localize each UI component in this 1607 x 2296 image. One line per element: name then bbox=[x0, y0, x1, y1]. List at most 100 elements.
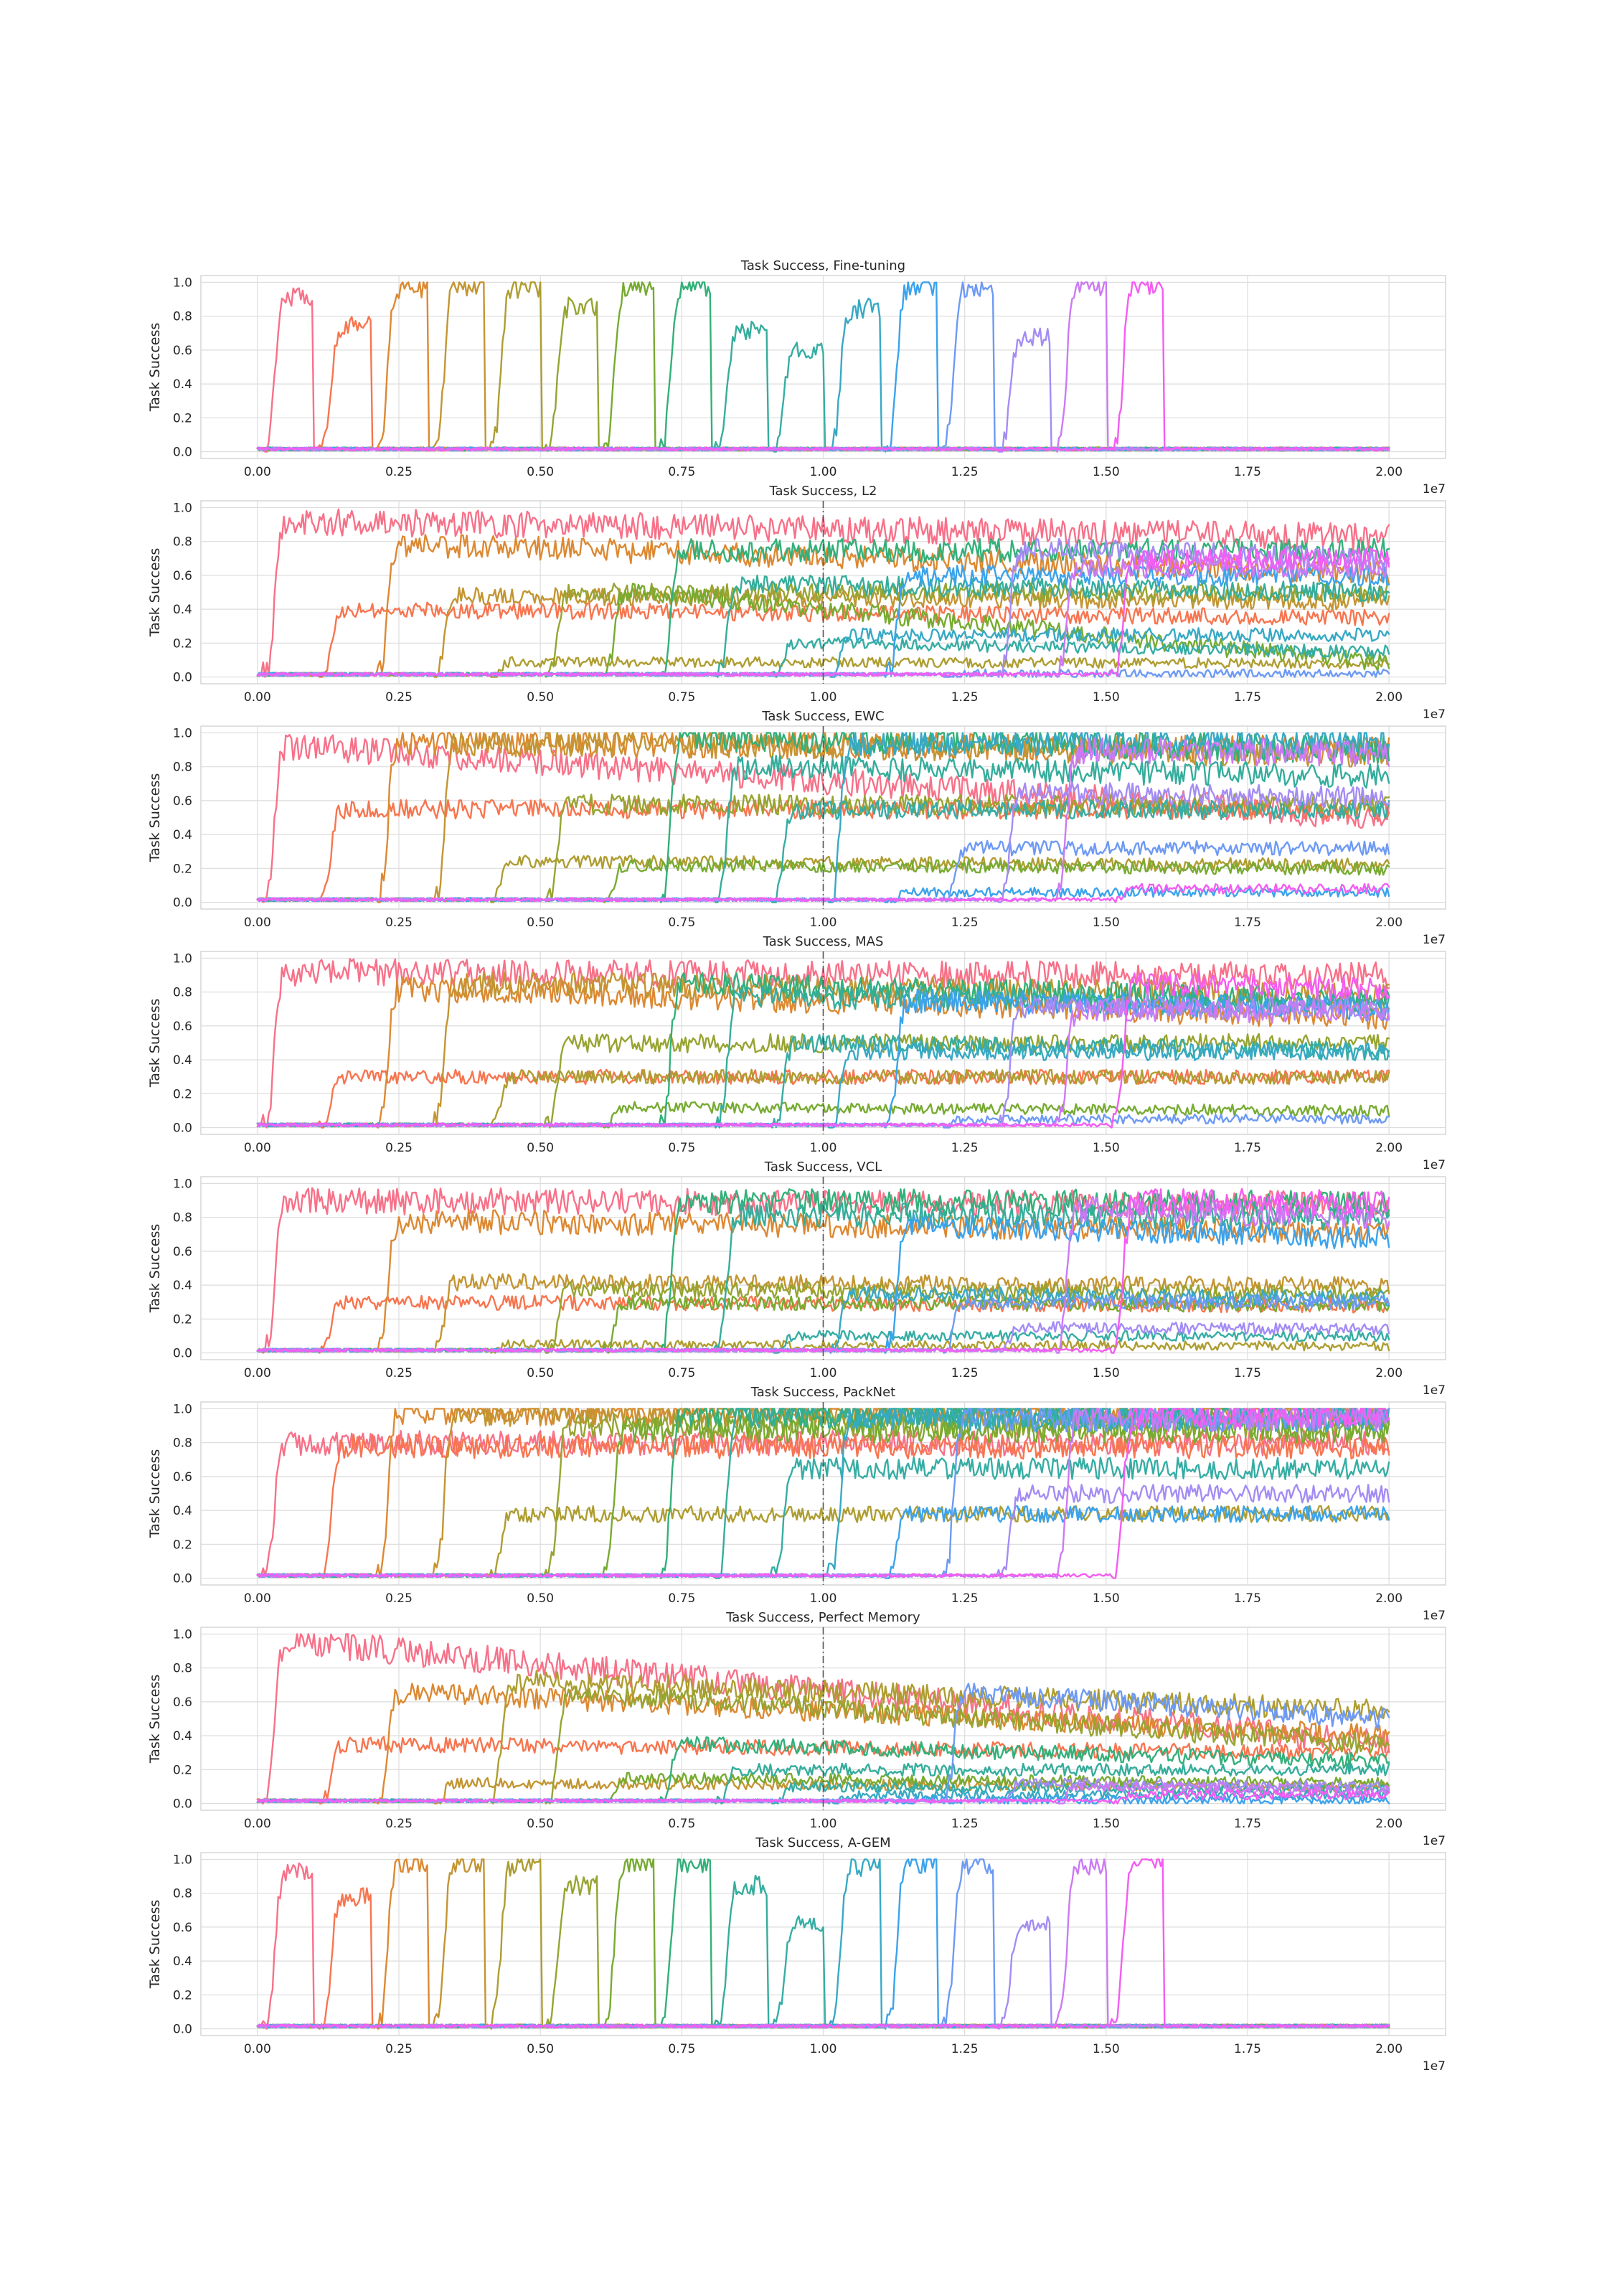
y-axis-label: Task Success bbox=[147, 1449, 163, 1539]
y-tick-label: 0.2 bbox=[173, 636, 192, 651]
series-line-task-4 bbox=[256, 1273, 1390, 1354]
y-tick-label: 0.4 bbox=[173, 828, 192, 842]
y-tick-label: 0.2 bbox=[173, 1988, 192, 2003]
chart-panel-7: 0.0 0.2 0.4 0.6 0.8 1.0 0.00 0.25 0.50 0.75 1.00 1.… bbox=[147, 1610, 1446, 1848]
x-tick-label: 1.75 bbox=[1234, 2042, 1261, 2056]
x-tick-label: 0.25 bbox=[385, 690, 413, 705]
y-tick-label: 0.8 bbox=[173, 1436, 192, 1451]
y-tick-label: 0.4 bbox=[173, 1954, 192, 1969]
x-tick-label: 0.75 bbox=[668, 1366, 695, 1380]
y-tick-label: 0.8 bbox=[173, 310, 192, 324]
x-tick-label: 1.75 bbox=[1234, 916, 1261, 930]
x-offset-label: 1e7 bbox=[1423, 933, 1446, 947]
x-offset-label: 1e7 bbox=[1423, 1383, 1446, 1398]
chart-panel-8: 0.0 0.2 0.4 0.6 0.8 1.0 0.00 0.25 0.50 0.75 1.00 1.… bbox=[147, 1835, 1446, 2074]
x-tick-label: 0.25 bbox=[385, 1817, 413, 1831]
x-tick-label: 0.75 bbox=[668, 465, 695, 479]
x-tick-label: 1.75 bbox=[1234, 465, 1261, 479]
x-offset-label: 1e7 bbox=[1423, 1834, 1446, 1848]
x-tick-label: 2.00 bbox=[1375, 1591, 1403, 1606]
y-axis-label: Task Success bbox=[147, 773, 163, 863]
y-tick-label: 0.6 bbox=[173, 1921, 192, 1935]
x-tick-label: 1.25 bbox=[951, 690, 979, 705]
x-tick-label: 1.25 bbox=[951, 1591, 979, 1606]
y-axis-label: Task Success bbox=[147, 1675, 163, 1764]
y-tick-label: 0.2 bbox=[173, 1763, 192, 1777]
y-tick-label: 1.0 bbox=[173, 276, 192, 290]
x-tick-label: 2.00 bbox=[1375, 1366, 1403, 1380]
x-offset-label: 1e7 bbox=[1423, 1609, 1446, 1623]
y-axis-label: Task Success bbox=[147, 1900, 163, 1990]
y-tick-label: 0.8 bbox=[173, 986, 192, 1000]
x-tick-label: 1.00 bbox=[810, 916, 837, 930]
chart-title: Task Success, L2 bbox=[769, 484, 877, 499]
y-tick-label: 0.0 bbox=[173, 2023, 192, 2037]
x-tick-label: 1.50 bbox=[1093, 2042, 1120, 2056]
chart-panel-3: 0.0 0.2 0.4 0.6 0.8 1.0 0.00 0.25 0.50 0.75 1.00 1.… bbox=[147, 709, 1446, 947]
y-tick-label: 0.6 bbox=[173, 1695, 192, 1710]
x-tick-label: 0.75 bbox=[668, 1591, 695, 1606]
chart-title: Task Success, A-GEM bbox=[755, 1835, 890, 1850]
x-tick-label: 2.00 bbox=[1375, 916, 1403, 930]
x-tick-label: 1.00 bbox=[810, 1141, 837, 1155]
chart-title: Task Success, PackNet bbox=[750, 1385, 895, 1400]
y-tick-label: 0.8 bbox=[173, 761, 192, 775]
x-tick-label: 1.00 bbox=[810, 1817, 837, 1831]
x-tick-label: 0.25 bbox=[385, 465, 413, 479]
x-tick-label: 0.25 bbox=[385, 916, 413, 930]
x-tick-label: 0.50 bbox=[527, 1141, 554, 1155]
y-tick-label: 0.2 bbox=[173, 1087, 192, 1101]
series-line-task-16 bbox=[256, 281, 1390, 452]
chart-title: Task Success, EWC bbox=[761, 709, 884, 724]
y-tick-label: 0.0 bbox=[173, 1797, 192, 1812]
y-tick-label: 0.2 bbox=[173, 411, 192, 425]
x-tick-label: 1.00 bbox=[810, 1591, 837, 1606]
x-tick-label: 0.00 bbox=[244, 1591, 271, 1606]
x-tick-label: 1.75 bbox=[1234, 1141, 1261, 1155]
x-tick-label: 1.25 bbox=[951, 1141, 979, 1155]
y-tick-label: 0.6 bbox=[173, 569, 192, 583]
x-tick-label: 0.00 bbox=[244, 1366, 271, 1380]
series-line-task-16 bbox=[256, 1858, 1390, 2029]
y-axis-label: Task Success bbox=[147, 999, 163, 1088]
y-tick-label: 0.6 bbox=[173, 1020, 192, 1034]
x-tick-label: 1.00 bbox=[810, 2042, 837, 2056]
chart-title: Task Success, MAS bbox=[763, 934, 884, 949]
x-tick-label: 0.50 bbox=[527, 916, 554, 930]
x-tick-label: 1.00 bbox=[810, 1366, 837, 1380]
y-tick-label: 0.6 bbox=[173, 794, 192, 809]
x-tick-label: 2.00 bbox=[1375, 690, 1403, 705]
x-tick-label: 2.00 bbox=[1375, 1141, 1403, 1155]
x-tick-label: 2.00 bbox=[1375, 1817, 1403, 1831]
y-tick-label: 0.8 bbox=[173, 1887, 192, 1901]
y-tick-label: 1.0 bbox=[173, 1853, 192, 1867]
x-offset-label: 1e7 bbox=[1423, 1158, 1446, 1172]
y-tick-label: 0.0 bbox=[173, 1347, 192, 1361]
x-tick-label: 0.25 bbox=[385, 1366, 413, 1380]
y-tick-label: 0.0 bbox=[173, 1572, 192, 1586]
x-tick-label: 1.25 bbox=[951, 2042, 979, 2056]
x-tick-label: 1.25 bbox=[951, 1366, 979, 1380]
x-tick-label: 1.25 bbox=[951, 1817, 979, 1831]
y-tick-label: 1.0 bbox=[173, 1402, 192, 1416]
x-tick-label: 0.25 bbox=[385, 1141, 413, 1155]
x-tick-label: 1.50 bbox=[1093, 690, 1120, 705]
y-tick-label: 0.8 bbox=[173, 1211, 192, 1225]
y-tick-label: 0.4 bbox=[173, 1504, 192, 1518]
x-tick-label: 0.00 bbox=[244, 1141, 271, 1155]
y-tick-label: 0.2 bbox=[173, 1312, 192, 1327]
y-tick-label: 0.8 bbox=[173, 1662, 192, 1676]
y-tick-label: 1.0 bbox=[173, 726, 192, 740]
x-tick-label: 0.50 bbox=[527, 1817, 554, 1831]
x-tick-label: 0.00 bbox=[244, 2042, 271, 2056]
x-tick-label: 2.00 bbox=[1375, 2042, 1403, 2056]
chart-panel-1: 0.0 0.2 0.4 0.6 0.8 1.0 0.00 0.25 0.50 0.75 1.00 1.… bbox=[147, 258, 1446, 497]
chart-panel-6: 0.0 0.2 0.4 0.6 0.8 1.0 0.00 0.25 0.50 0.75 1.00 1.… bbox=[147, 1385, 1446, 1623]
x-tick-label: 0.00 bbox=[244, 690, 271, 705]
y-tick-label: 1.0 bbox=[173, 1627, 192, 1642]
x-tick-label: 0.75 bbox=[668, 2042, 695, 2056]
x-tick-label: 1.50 bbox=[1093, 1366, 1120, 1380]
chart-title: Task Success, Fine-tuning bbox=[740, 258, 905, 273]
x-tick-label: 1.75 bbox=[1234, 1591, 1261, 1606]
